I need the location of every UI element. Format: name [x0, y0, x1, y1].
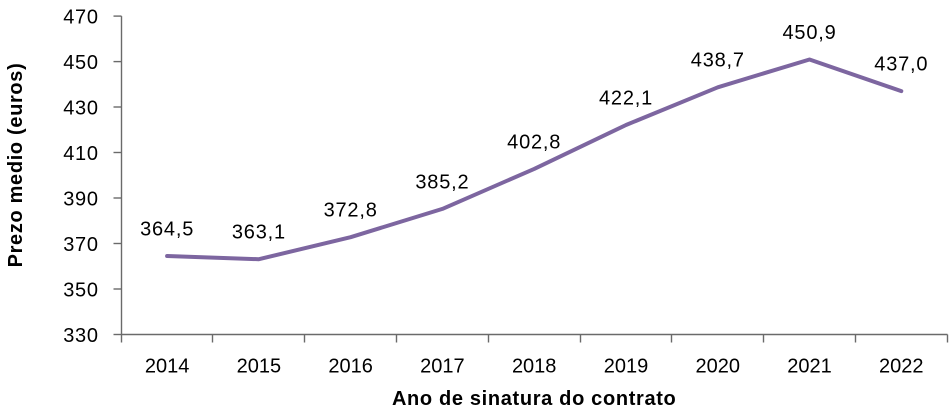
- svg-text:2022: 2022: [879, 356, 924, 378]
- svg-text:2017: 2017: [420, 356, 465, 378]
- svg-text:372,8: 372,8: [324, 200, 378, 222]
- svg-text:2021: 2021: [787, 356, 832, 378]
- svg-text:430: 430: [63, 97, 98, 119]
- svg-text:2020: 2020: [696, 356, 741, 378]
- svg-text:450: 450: [63, 52, 98, 74]
- svg-text:470: 470: [63, 6, 98, 28]
- svg-text:2014: 2014: [145, 356, 190, 378]
- svg-text:410: 410: [63, 143, 98, 165]
- svg-text:402,8: 402,8: [507, 131, 561, 153]
- svg-text:370: 370: [63, 234, 98, 256]
- svg-text:363,1: 363,1: [232, 222, 286, 244]
- svg-text:2016: 2016: [328, 356, 373, 378]
- svg-text:390: 390: [63, 188, 98, 210]
- svg-text:2018: 2018: [512, 356, 557, 378]
- svg-text:437,0: 437,0: [874, 54, 928, 76]
- svg-text:422,1: 422,1: [599, 87, 653, 109]
- svg-text:385,2: 385,2: [415, 171, 469, 193]
- svg-text:2019: 2019: [604, 356, 649, 378]
- svg-text:438,7: 438,7: [691, 50, 745, 72]
- svg-text:2015: 2015: [237, 356, 282, 378]
- svg-text:450,9: 450,9: [782, 22, 836, 44]
- svg-text:330: 330: [63, 325, 98, 347]
- svg-text:350: 350: [63, 279, 98, 301]
- svg-text:364,5: 364,5: [140, 218, 194, 240]
- svg-text:Ano de sinatura do contrato: Ano de sinatura do contrato: [392, 388, 677, 410]
- svg-text:Prezo medio (euros): Prezo medio (euros): [5, 63, 27, 268]
